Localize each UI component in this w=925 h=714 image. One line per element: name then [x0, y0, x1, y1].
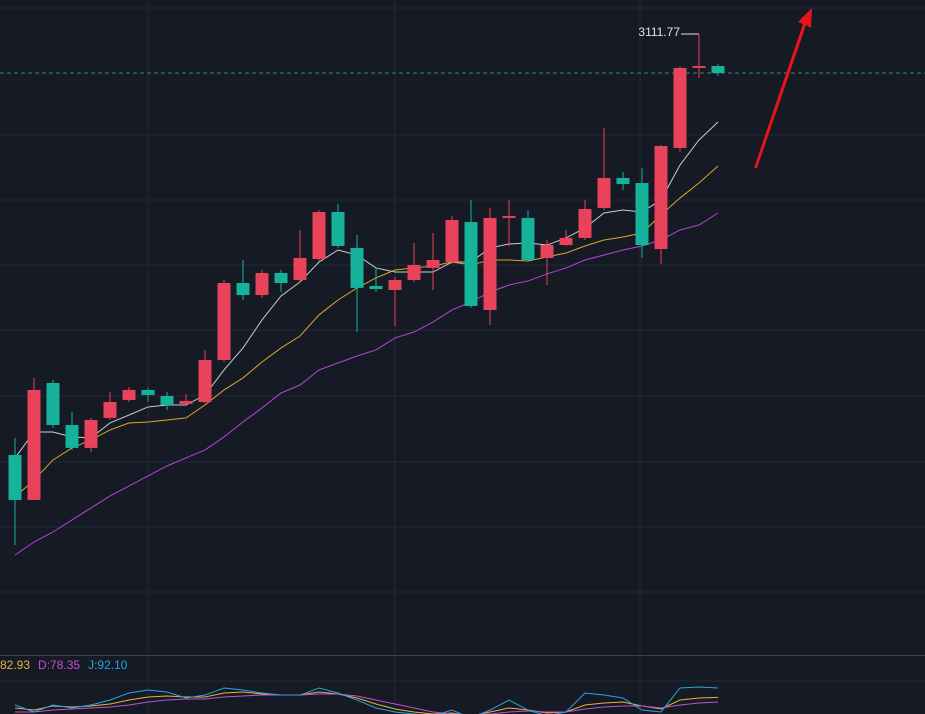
candle-body — [217, 282, 231, 360]
price-panel: 3111.77 — [0, 25, 925, 556]
candle-body — [331, 212, 345, 247]
candle-body — [388, 279, 402, 290]
moving-average — [14, 212, 719, 556]
candle-body — [103, 402, 117, 418]
candle-body — [673, 67, 687, 148]
indicator-label: 82.93 — [0, 658, 30, 672]
indicator-line — [15, 693, 719, 714]
candle-body — [711, 66, 725, 74]
candle-body — [616, 177, 630, 184]
candle-body — [27, 389, 41, 500]
candle-body — [426, 259, 440, 268]
indicator-line — [14, 686, 719, 714]
candle-body — [198, 359, 212, 403]
candle-body — [141, 389, 155, 396]
arrow — [754, 8, 812, 168]
candle-body — [464, 222, 478, 306]
candle-body — [502, 216, 516, 218]
candle-body — [521, 217, 535, 260]
moving-average — [14, 165, 719, 498]
indicator-label: J:92.10 — [88, 658, 128, 672]
candle-body — [559, 237, 573, 246]
candle-body — [236, 282, 250, 296]
candle-body — [369, 285, 383, 290]
candle-body — [84, 419, 98, 448]
candle-body — [407, 265, 421, 280]
indicator-line — [14, 691, 719, 714]
candle-body — [293, 257, 307, 280]
indicator-panel — [14, 686, 719, 714]
candle-body — [483, 217, 497, 310]
moving-average — [14, 121, 719, 459]
candle-body — [635, 182, 649, 246]
candle-body — [255, 272, 269, 296]
candle-body — [597, 177, 611, 208]
candle-body — [540, 245, 554, 258]
candle-body — [179, 400, 193, 404]
candle-body — [578, 209, 592, 238]
candle-body — [274, 272, 288, 283]
candle-body — [445, 219, 459, 263]
candle-body — [122, 389, 136, 400]
indicator-label: D:78.35 — [38, 658, 80, 672]
candle-body — [312, 212, 326, 260]
candle-body — [65, 425, 79, 448]
candle-body — [46, 382, 60, 426]
candle-body — [8, 455, 22, 500]
high-label: 3111.77 — [638, 25, 680, 39]
candle-body — [692, 66, 706, 68]
candle-body — [654, 146, 668, 250]
candle-body — [160, 395, 174, 406]
candle-body — [350, 247, 364, 288]
